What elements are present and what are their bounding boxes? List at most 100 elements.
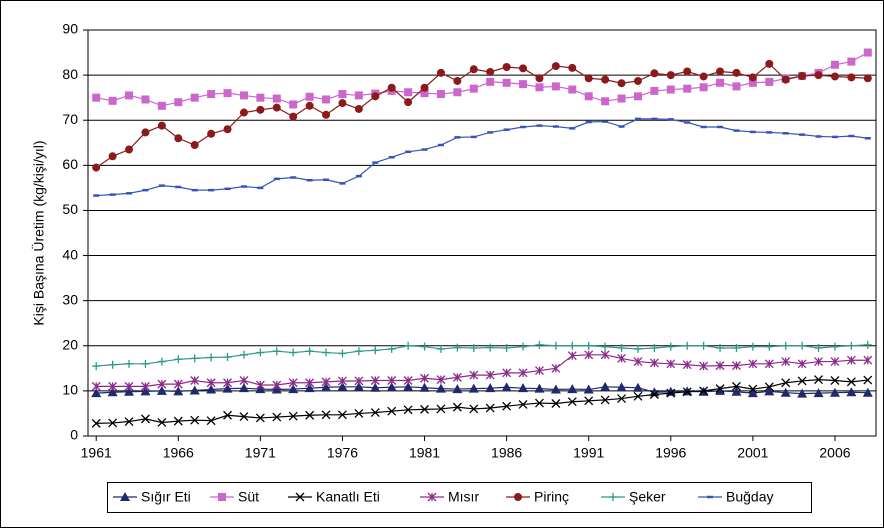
- marker: [748, 359, 758, 369]
- marker: [157, 418, 167, 427]
- marker: [534, 366, 544, 376]
- marker: [666, 342, 675, 351]
- marker: [173, 386, 184, 396]
- marker: [830, 376, 840, 385]
- marker: [272, 94, 281, 103]
- marker: [141, 359, 150, 368]
- marker: [485, 370, 495, 380]
- marker: [140, 386, 151, 396]
- marker: [617, 353, 627, 363]
- marker: [551, 62, 560, 71]
- marker: [519, 80, 528, 89]
- marker: [354, 104, 363, 113]
- marker: [124, 417, 134, 427]
- marker: [814, 71, 823, 80]
- marker: [256, 93, 265, 102]
- marker: [453, 343, 462, 352]
- marker: [469, 404, 479, 414]
- marker: [600, 350, 610, 360]
- marker: [584, 92, 593, 101]
- marker: [699, 386, 709, 396]
- marker: [174, 134, 183, 143]
- marker: [420, 404, 430, 414]
- marker: [583, 384, 594, 394]
- series-line: [96, 379, 868, 424]
- marker: [666, 85, 675, 94]
- marker: [91, 388, 102, 398]
- marker: [633, 76, 642, 85]
- marker: [190, 354, 199, 363]
- marker: [584, 350, 594, 360]
- x-tick-label: 1991: [573, 445, 604, 461]
- marker: [91, 418, 101, 428]
- marker: [420, 342, 429, 351]
- marker: [436, 68, 445, 77]
- marker: [157, 101, 166, 110]
- marker: [617, 79, 626, 88]
- marker: [255, 413, 265, 423]
- marker: [617, 94, 626, 103]
- marker: [551, 341, 560, 350]
- marker: [404, 98, 413, 107]
- marker: [403, 376, 413, 385]
- marker: [288, 384, 299, 394]
- marker: [289, 100, 298, 109]
- marker: [699, 361, 709, 371]
- marker: [502, 368, 512, 378]
- marker: [321, 410, 331, 420]
- marker: [682, 387, 692, 397]
- x-tick-label: 2006: [819, 445, 850, 461]
- marker: [699, 83, 708, 92]
- marker: [519, 64, 528, 73]
- marker: [92, 93, 101, 102]
- marker: [683, 84, 692, 93]
- marker: [223, 125, 232, 134]
- marker: [469, 370, 479, 380]
- marker: [764, 382, 774, 392]
- marker: [452, 372, 462, 382]
- marker: [846, 355, 856, 365]
- marker: [157, 379, 167, 389]
- marker: [107, 387, 118, 397]
- marker: [567, 397, 577, 407]
- marker: [468, 383, 479, 393]
- marker: [633, 391, 643, 401]
- marker: [715, 361, 725, 371]
- marker: [813, 388, 824, 398]
- x-tick-label: 1976: [327, 445, 358, 461]
- marker: [322, 110, 331, 119]
- marker: [551, 363, 561, 373]
- marker: [830, 60, 839, 69]
- marker: [223, 353, 232, 362]
- y-tick-label: 60: [62, 156, 78, 172]
- marker: [206, 416, 216, 426]
- marker: [650, 86, 659, 95]
- marker: [272, 103, 281, 112]
- marker: [321, 377, 331, 387]
- legend-label: Mısır: [448, 489, 479, 505]
- marker: [534, 383, 545, 393]
- marker: [173, 416, 183, 426]
- marker: [452, 402, 462, 412]
- marker: [485, 383, 496, 393]
- marker: [682, 386, 693, 396]
- marker: [567, 351, 577, 361]
- legend-marker: [609, 493, 617, 501]
- marker: [238, 383, 249, 393]
- marker: [600, 381, 611, 391]
- marker: [108, 152, 117, 161]
- x-tick-label: 2001: [737, 445, 768, 461]
- marker: [584, 341, 593, 350]
- marker: [748, 78, 757, 87]
- marker: [239, 108, 248, 117]
- marker: [666, 388, 676, 398]
- marker: [632, 382, 643, 392]
- marker: [600, 395, 610, 405]
- marker: [830, 342, 839, 351]
- x-tick-label: 1981: [409, 445, 440, 461]
- marker: [404, 341, 413, 350]
- marker: [616, 382, 627, 392]
- marker: [289, 112, 298, 121]
- marker: [731, 381, 741, 391]
- legend-marker: [427, 492, 437, 502]
